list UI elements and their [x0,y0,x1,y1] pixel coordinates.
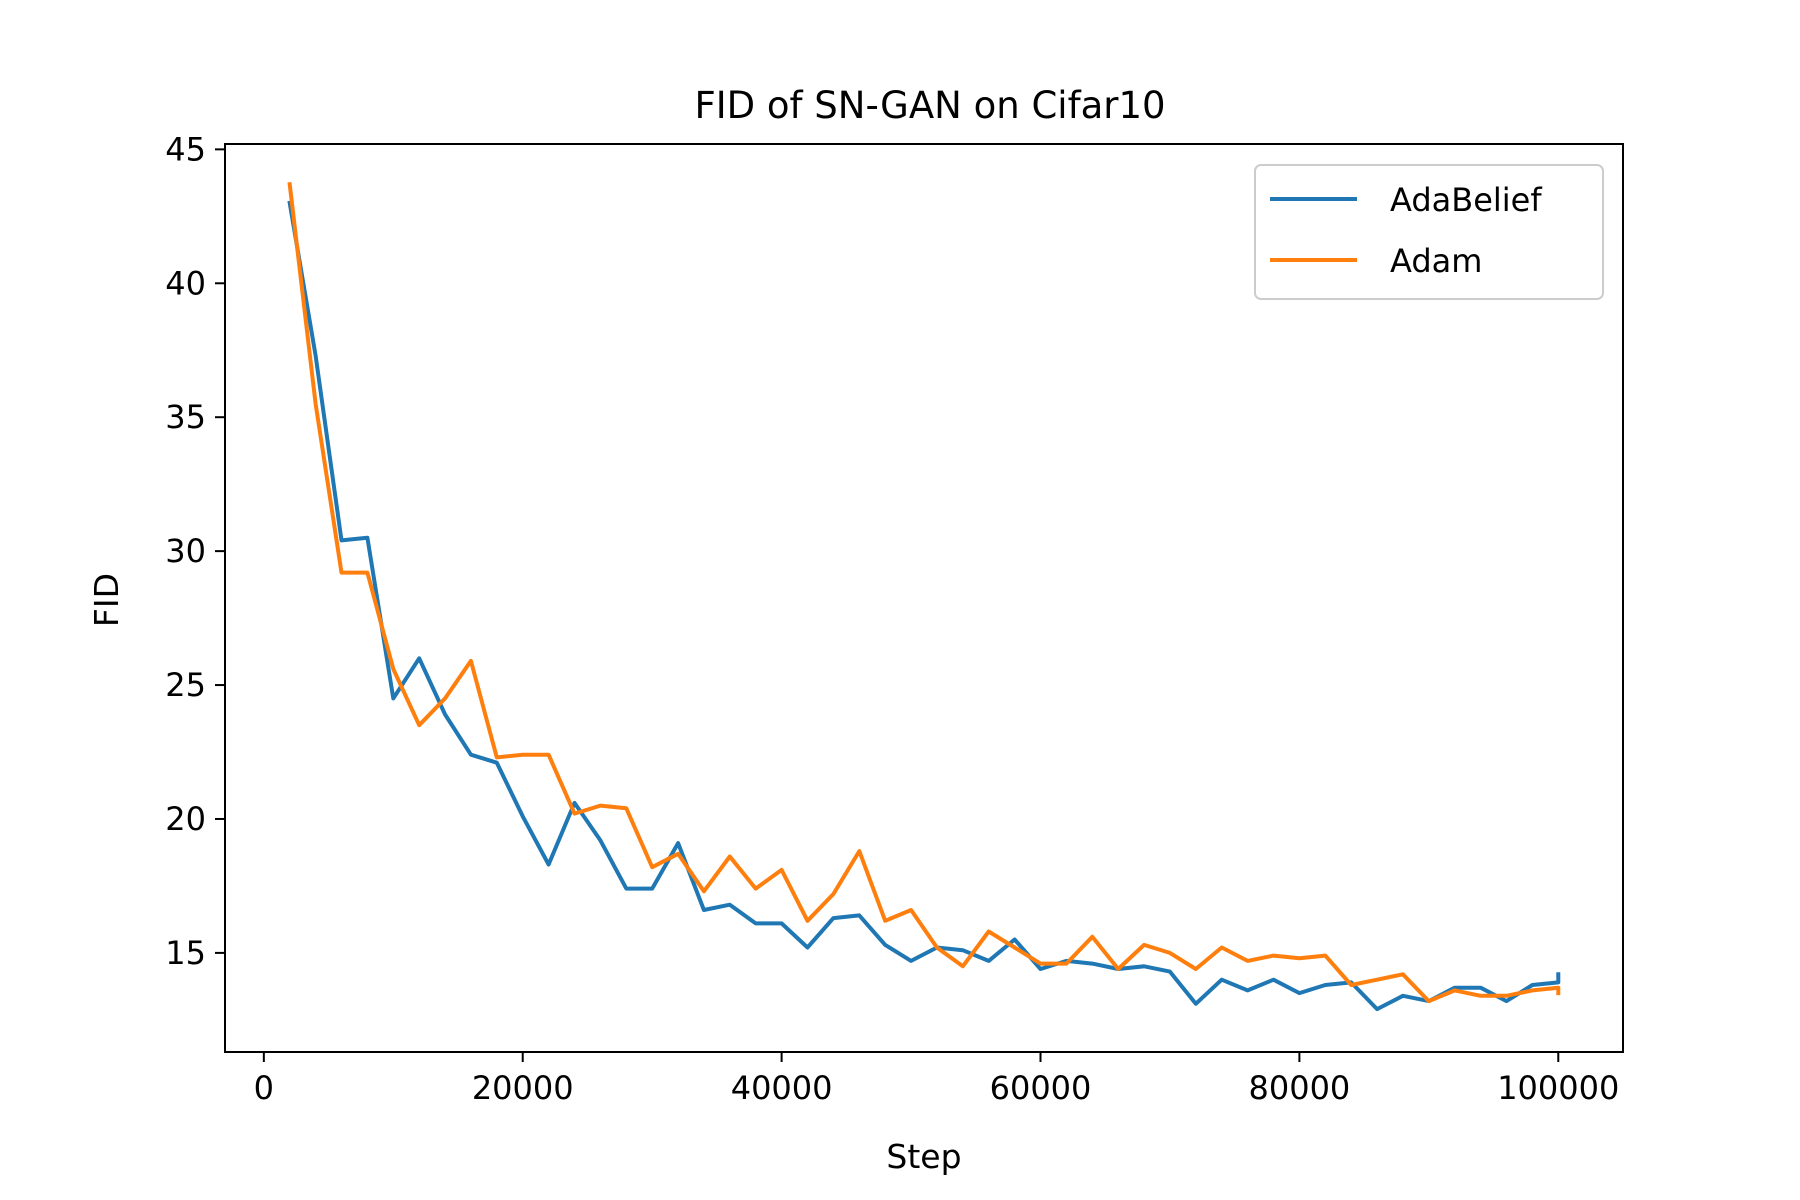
legend-label-adabelief: AdaBelief [1390,181,1542,219]
x-tick-label: 20000 [472,1069,574,1107]
y-tick-label: 45 [165,130,206,168]
y-tick-label: 35 [165,398,206,436]
y-tick-label: 20 [165,800,206,838]
plot-frame [224,143,1624,1053]
legend-label-adam: Adam [1390,242,1482,280]
y-tick-label: 40 [165,264,206,302]
y-tick-label: 30 [165,532,206,570]
y-tick-label: 15 [165,934,206,972]
x-axis-label: Step [886,1137,961,1176]
series-layer [287,181,1561,1012]
ticks-layer: 0 20000 40000 60000 80000 100000 15 20 25 30 35 40 4… [165,130,1619,1107]
x-tick-label: 100000 [1497,1069,1619,1107]
x-tick-label: 60000 [990,1069,1092,1107]
legend: AdaBelief Adam [1254,164,1604,300]
series-line-adam [287,181,1561,1004]
y-axis-label: FID [87,573,126,627]
chart-title: FID of SN-GAN on Cifar10 [694,84,1165,127]
x-tick-label: 0 [254,1069,274,1107]
y-tick-label: 25 [165,666,206,704]
x-tick-label: 40000 [731,1069,833,1107]
x-tick-label: 80000 [1248,1069,1350,1107]
